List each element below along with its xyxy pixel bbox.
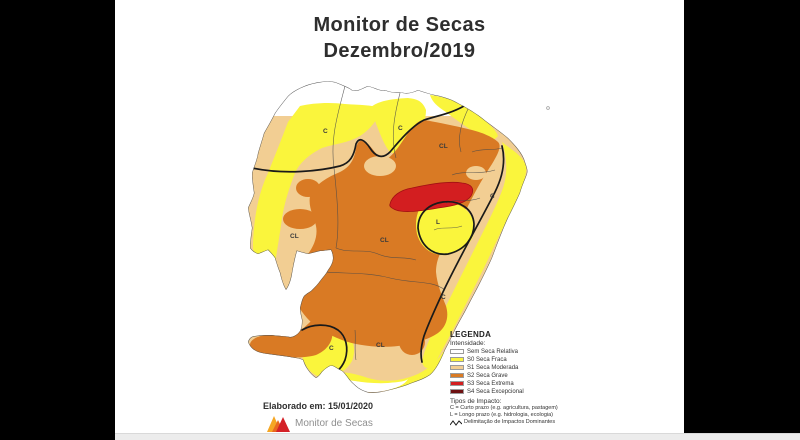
drought-map: C C CL C L CL CL C C CL — [248, 81, 550, 394]
swatch-no-drought — [450, 349, 464, 354]
region-s0-northeast-band — [430, 95, 498, 141]
region-s2-west-arm — [249, 319, 333, 358]
bottom-strip — [115, 433, 800, 440]
title-line-2: Dezembro/2019 — [323, 40, 476, 62]
map-label: C — [441, 294, 446, 301]
legend-item: S3 Seca Extrema — [450, 380, 600, 387]
region-s2-main — [293, 120, 500, 347]
legend-item-label: S4 Seca Excepcional — [467, 388, 524, 395]
legend-item: S0 Seca Fraca — [450, 356, 600, 363]
legend-impact-short-term: C = Curto prazo (e.g. agricultura, pasta… — [450, 405, 558, 411]
region-s1-east-patch1 — [466, 166, 486, 180]
region-s0-south-band — [324, 352, 446, 391]
island-mark — [546, 106, 550, 110]
legend: LEGENDA Intensidade: Sem Seca Relativa S… — [450, 330, 600, 426]
monitor-logo: Monitor de Secas — [266, 413, 373, 433]
region-s0-central-L — [416, 201, 475, 256]
legend-item: S2 Seca Grave — [450, 372, 600, 379]
mountain-logo-icon — [267, 416, 290, 432]
legend-item-label: Sem Seca Relativa — [467, 348, 519, 355]
swatch-s1 — [450, 365, 464, 370]
map-label: C — [398, 125, 403, 132]
elaborated-date: Elaborado em: 15/01/2020 — [263, 401, 374, 411]
legend-item: Sem Seca Relativa — [450, 348, 600, 355]
region-s0-east-coastal-strip — [422, 142, 527, 368]
map-label: C — [323, 128, 328, 135]
legend-delimitation: Delimitação de Impactos Dominantes — [450, 419, 600, 426]
map-label: CL — [376, 342, 385, 349]
swatch-s3 — [450, 381, 464, 386]
legend-item-label: S0 Seca Fraca — [467, 356, 507, 363]
legend-item: S1 Seca Moderada — [450, 364, 600, 371]
title-line-1: Monitor de Secas — [313, 14, 486, 36]
region-s2-blob-southeast — [399, 329, 425, 355]
map-label: L — [436, 219, 440, 226]
legend-item-label: S3 Seca Extrema — [467, 380, 514, 387]
legend-item: S4 Seca Excepcional — [450, 388, 600, 395]
region-s3-extrema — [389, 181, 474, 212]
swatch-s0 — [450, 357, 464, 362]
slide-panel: Monitor de Secas Dezembro/2019 — [115, 0, 684, 433]
legend-item-label: S1 Seca Moderada — [467, 364, 519, 371]
region-s2-blob-west2 — [283, 209, 317, 229]
map-label: C — [490, 193, 495, 200]
region-s1-dip — [364, 156, 396, 176]
legend-intensity-title: Intensidade: — [450, 340, 486, 347]
swatch-s2 — [450, 373, 464, 378]
region-s2-blob-west1 — [296, 179, 320, 197]
legend-delimitation-label: Delimitação de Impactos Dominantes — [464, 419, 556, 425]
map-title: Monitor de Secas Dezembro/2019 — [115, 12, 684, 64]
map-label: CL — [439, 143, 448, 150]
legend-impact-title: Tipos de Impacto: — [450, 398, 502, 405]
region-s0-west-maranhao — [253, 102, 380, 270]
map-label: CL — [380, 237, 389, 244]
legend-impact-long-term: L = Longo prazo (e.g. hidrologia, ecolog… — [450, 412, 553, 418]
legend-heading: LEGENDA — [450, 330, 492, 339]
map-impact-labels: C C CL C L CL CL C C CL — [290, 125, 495, 352]
map-label: CL — [290, 233, 299, 240]
logo-text: Monitor de Secas — [295, 417, 373, 429]
swatch-s4 — [450, 389, 464, 394]
legend-item-label: S2 Seca Grave — [467, 372, 508, 379]
map-label: C — [329, 345, 334, 352]
zigzag-line-icon — [450, 419, 462, 426]
